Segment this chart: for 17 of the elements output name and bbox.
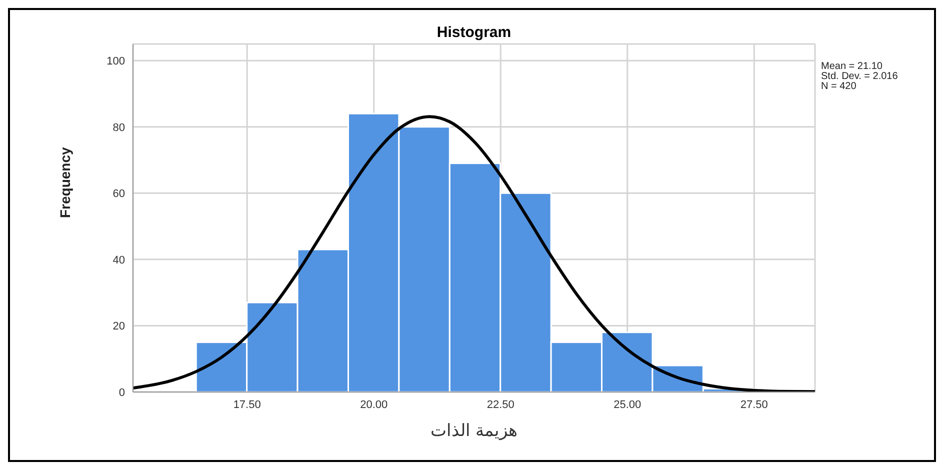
x-tick-label: 17.50	[233, 398, 261, 411]
chart-title: Histogram	[436, 24, 512, 41]
y-tick-label: 100	[106, 55, 125, 68]
x-axis-title: هزيمة الذات	[430, 421, 518, 442]
text: Std. Dev. = 2.016	[821, 71, 898, 82]
x-tick-label: 27.50	[740, 398, 768, 411]
y-tick-label: 0	[118, 386, 125, 399]
text: Mean = 21.10	[821, 61, 884, 72]
x-tick-label: 20.00	[360, 398, 388, 411]
text: N = 420	[821, 81, 858, 92]
y-tick-label: 80	[112, 122, 125, 134]
y-axis-title: Frequency	[56, 146, 73, 218]
y-tick-label: 60	[112, 188, 125, 200]
y-tick-label: 20	[112, 320, 125, 333]
x-tick-label: 22.50	[486, 398, 514, 411]
y-tick-label: 40	[112, 254, 125, 266]
x-tick-label: 25.00	[614, 398, 642, 411]
